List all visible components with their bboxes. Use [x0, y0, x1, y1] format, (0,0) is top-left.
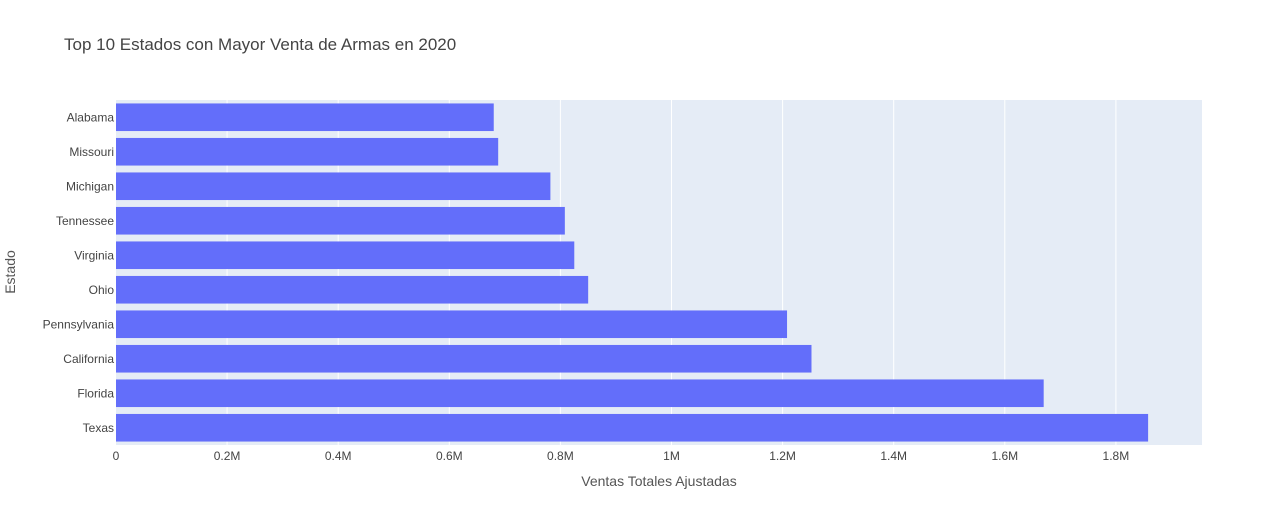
bar-pennsylvania — [116, 310, 788, 339]
x-tick-label: 1.6M — [991, 449, 1018, 463]
x-tick-label: 1.4M — [880, 449, 907, 463]
x-tick-label: 1.8M — [1103, 449, 1130, 463]
x-axis-title: Ventas Totales Ajustadas — [581, 473, 736, 489]
x-tick-label: 0.4M — [325, 449, 352, 463]
x-tick-label: 0.8M — [547, 449, 574, 463]
bar-missouri — [116, 137, 499, 166]
y-tick-label: Texas — [83, 421, 114, 435]
x-tick-label: 0.2M — [214, 449, 241, 463]
y-axis-title: Estado — [2, 250, 18, 294]
bar-ohio — [116, 275, 589, 304]
bar-florida — [116, 379, 1044, 408]
chart-title: Top 10 Estados con Mayor Venta de Armas … — [64, 35, 456, 54]
bar-alabama — [116, 103, 494, 132]
bar-tennessee — [116, 206, 565, 235]
y-tick-label: California — [63, 352, 114, 366]
bar-california — [116, 344, 812, 373]
bar-virginia — [116, 241, 575, 270]
y-tick-label: Ohio — [89, 283, 115, 297]
y-tick-label: Missouri — [69, 145, 114, 159]
y-tick-label: Tennessee — [56, 214, 114, 228]
y-tick-labels: Alabama Missouri Michigan Tennessee Virginia… — [43, 110, 115, 435]
y-tick-label: Virginia — [74, 248, 114, 262]
bar-texas — [116, 413, 1149, 442]
bars — [116, 103, 1149, 442]
bar-michigan — [116, 172, 551, 201]
x-tick-label: 0.6M — [436, 449, 463, 463]
y-tick-label: Alabama — [67, 110, 115, 124]
x-tick-label: 0 — [113, 449, 120, 463]
y-tick-label: Pennsylvania — [43, 317, 115, 331]
x-tick-labels: 0 0.2M 0.4M 0.6M 0.8M 1M 1.2M 1.4M 1.6M 1.8M — [113, 449, 1130, 463]
y-tick-label: Michigan — [66, 179, 114, 193]
y-tick-label: Florida — [77, 386, 114, 400]
x-tick-label: 1.2M — [769, 449, 796, 463]
x-tick-label: 1M — [663, 449, 680, 463]
